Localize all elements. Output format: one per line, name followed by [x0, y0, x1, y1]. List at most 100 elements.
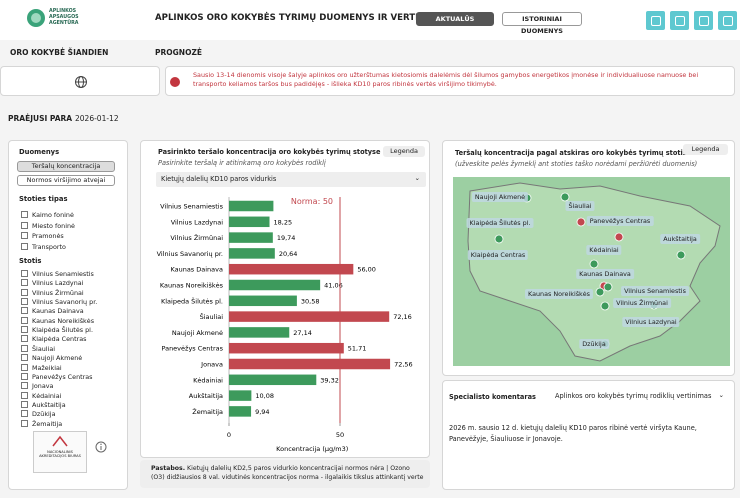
- option-button[interactable]: Teršalų koncentracija: [17, 161, 115, 172]
- page-title: APLINKOS ORO KOKYBĖS TYRIMŲ DUOMENYS IR …: [155, 13, 451, 23]
- agency-line: AGENTŪRA: [49, 21, 79, 26]
- logo-text: NACIONALINIS AKREDITACIJOS BIURAS: [39, 450, 81, 458]
- station-dot[interactable]: [676, 250, 686, 260]
- comment-dropdown[interactable]: Aplinkos oro kokybės tyrimų rodiklių ver…: [550, 389, 730, 404]
- checkbox[interactable]: Dzūkija: [21, 410, 56, 418]
- category-label: Kaunas Noreikiškės: [160, 282, 224, 290]
- checkbox[interactable]: Vilnius Žirmūnai: [21, 289, 84, 297]
- station-dot[interactable]: [560, 192, 570, 202]
- checkbox[interactable]: Šiauliai: [21, 345, 55, 353]
- checkbox[interactable]: Jonava: [21, 382, 53, 390]
- station-label: Kėdainiai: [586, 245, 622, 255]
- legend-button[interactable]: Legenda: [683, 144, 728, 155]
- bar: [229, 358, 391, 370]
- checkbox[interactable]: Panevėžys Centras: [21, 373, 93, 381]
- value-label: 41,06: [324, 282, 343, 290]
- category-label: Vilnius Žirmūnai: [170, 233, 223, 242]
- checkbox[interactable]: Kėdainiai: [21, 392, 61, 400]
- station-dot[interactable]: [576, 217, 586, 227]
- tab-current[interactable]: AKTUALŪS DUOMENYS: [416, 12, 494, 35]
- map-panel: Teršalų koncentracija pagal atskiras oro…: [442, 140, 735, 376]
- value-label: 56,00: [357, 266, 376, 274]
- alert-dot: [170, 77, 180, 87]
- checkbox[interactable]: Vilnius Savanorių pr.: [21, 298, 97, 306]
- icon-button[interactable]: [646, 11, 665, 30]
- logo-mark: [52, 435, 68, 447]
- icon-button[interactable]: [694, 11, 713, 30]
- icon-button[interactable]: [718, 11, 737, 30]
- category-label: Šiauliai: [200, 312, 224, 321]
- globe-icon: [75, 76, 87, 88]
- station-label: Aukštaitija: [660, 234, 700, 244]
- category-label: Aukštaitija: [189, 392, 223, 400]
- station-dot[interactable]: [595, 287, 605, 297]
- forecast-text: Sausio 13-14 dienomis visoje šalyje apli…: [193, 71, 699, 88]
- category-label: Vilnius Senamiestis: [160, 203, 224, 211]
- note-box: Pastabos. Kietųjų dalelių KD2,5 paros vi…: [140, 460, 430, 488]
- bar: [229, 232, 273, 243]
- checkbox[interactable]: Naujoji Akmenė: [21, 354, 82, 362]
- checkbox[interactable]: Kaunas Noreikiškės: [21, 317, 94, 325]
- note-label: Pastabos.: [151, 465, 186, 472]
- checkbox[interactable]: Vilnius Senamiestis: [21, 270, 94, 278]
- checkbox[interactable]: Aukštaitija: [21, 401, 66, 409]
- station-label: Vilnius Lazdynai: [622, 317, 680, 327]
- station-dot[interactable]: [600, 301, 610, 311]
- value-label: 72,16: [393, 313, 412, 321]
- station-dot[interactable]: [494, 234, 504, 244]
- value-label: 30,58: [301, 297, 320, 305]
- checkbox[interactable]: Kaimo foninė: [21, 211, 74, 219]
- station-label: Naujoji Akmenė: [471, 192, 529, 202]
- bar: [229, 374, 317, 386]
- chart-title: Pasirinkto teršalo koncentracija oro kok…: [158, 148, 381, 156]
- checkbox[interactable]: Klaipėda Centras: [21, 335, 86, 343]
- checkbox[interactable]: Transporto: [21, 243, 66, 251]
- value-label: 9,94: [255, 408, 269, 416]
- value-label: 27,14: [293, 329, 312, 337]
- x-axis-label: Koncentracija (µg/m3): [276, 445, 348, 453]
- value-label: 51,71: [348, 345, 367, 353]
- station-label: Kaunas Dainava: [576, 269, 634, 279]
- bar: [229, 327, 290, 338]
- station-label: Kaunas Noreikiškės: [524, 289, 594, 299]
- station-label: Vilnius Žirmūnai: [613, 298, 671, 308]
- map: Naujoji Akmenė Šiauliai Klaipėda Šilutės p…: [453, 177, 730, 366]
- comment-text: 2026 m. sausio 12 d. kietųjų dalelių KD1…: [449, 424, 697, 443]
- bar: [229, 342, 344, 354]
- bar: [229, 279, 321, 291]
- bar: [229, 263, 354, 275]
- filters-heading: Stoties tipas: [19, 195, 68, 203]
- checkbox[interactable]: Mažeikiai: [21, 364, 62, 372]
- checkbox[interactable]: Kaunas Dainava: [21, 307, 84, 315]
- checkbox[interactable]: Pramonės: [21, 232, 64, 240]
- legend-button[interactable]: Legenda: [383, 146, 425, 157]
- comment-panel: Specialisto komentaras Aplinkos oro koky…: [442, 380, 735, 490]
- threshold-label: Norma: 50: [291, 197, 333, 206]
- category-label: Vilnius Lazdynai: [171, 218, 224, 226]
- station-dot[interactable]: [614, 232, 624, 242]
- note-text: Kietųjų dalelių KD2,5 paros vidurkio kon…: [151, 465, 424, 481]
- filters-panel: Duomenys Teršalų koncentracija Normos vi…: [8, 140, 128, 490]
- bar: [229, 216, 270, 228]
- tab-history[interactable]: ISTORINIAI DUOMENYS: [502, 12, 582, 35]
- option-button[interactable]: Normos viršijimo atvejai: [17, 175, 115, 186]
- info-icon[interactable]: [95, 441, 107, 453]
- category-label: Jonava: [200, 361, 223, 369]
- value-label: 19,74: [277, 234, 296, 242]
- checkbox[interactable]: Žemaitija: [21, 420, 62, 428]
- category-label: Panevėžys Centras: [161, 345, 223, 353]
- checkbox[interactable]: Klaipėda Šilutės pl.: [21, 326, 93, 334]
- icon-button[interactable]: [670, 11, 689, 30]
- station-dot[interactable]: [589, 259, 599, 269]
- pollutant-dropdown[interactable]: Kietųjų dalelių KD10 paros vidurkis ⌄: [156, 172, 426, 187]
- today-title: ORO KOKYBĖ ŠIANDIEN: [10, 48, 109, 57]
- header: [0, 0, 740, 40]
- checkbox[interactable]: Vilnius Lazdynai: [21, 279, 83, 287]
- dropdown-text: Kietųjų dalelių KD10 paros vidurkis: [161, 175, 277, 183]
- dropdown-caret: ⌄: [414, 174, 420, 182]
- station-dot[interactable]: [603, 282, 613, 292]
- checkbox[interactable]: Miesto foninė: [21, 222, 75, 230]
- value-label: 72,56: [394, 361, 413, 369]
- bar-chart: Vilnius Senamiestis Vilnius Lazdynai 18,25…: [157, 197, 413, 453]
